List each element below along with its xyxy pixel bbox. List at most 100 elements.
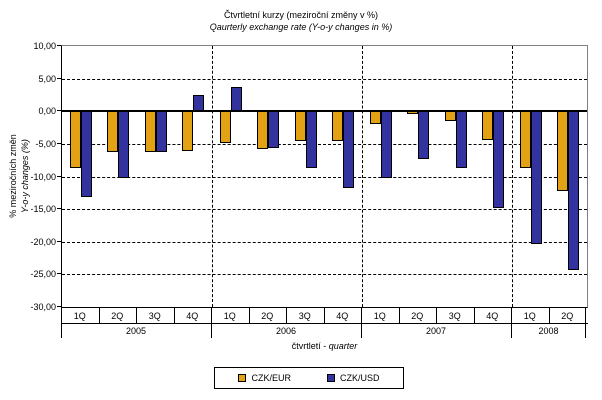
bar-czk-eur-3q-2007	[444, 111, 456, 122]
legend-label-czk-usd: CZK/USD	[340, 373, 380, 383]
legend-swatch-czk-usd	[327, 374, 335, 382]
quarter-tick	[173, 308, 175, 323]
x-label-1q-2006: 1Q	[223, 311, 236, 321]
y-tick-mark	[57, 142, 61, 144]
x-label-year-2007: 2007	[425, 326, 447, 336]
quarter-tick	[98, 308, 100, 323]
x-axis-title-cz: čtvrtletí -	[291, 341, 329, 351]
y-tick-mark	[57, 208, 61, 210]
gridline--5	[62, 143, 587, 145]
quarter-tick	[473, 308, 475, 323]
bar-czk-usd-1q-2005	[80, 111, 92, 197]
quarter-tick	[248, 308, 250, 323]
plot-area	[61, 45, 588, 308]
x-label-4q-2006: 4Q	[336, 311, 349, 321]
quarter-tick	[548, 308, 550, 323]
y-tick-mark	[57, 77, 61, 79]
y-tick-label--30: -30,00	[30, 302, 56, 312]
gridline--10	[62, 176, 587, 178]
legend-swatch-czk-eur	[238, 374, 247, 382]
gridline--20	[62, 241, 587, 243]
bar-czk-eur-3q-2006	[294, 111, 306, 142]
bar-czk-usd-3q-2005	[155, 111, 167, 152]
bar-czk-eur-2q-2008	[557, 111, 569, 191]
x-label-4q-2005: 4Q	[186, 311, 199, 321]
bar-czk-usd-4q-2005	[193, 94, 205, 112]
y-tick-mark	[57, 273, 61, 275]
bar-czk-usd-1q-2006	[230, 87, 242, 112]
bar-czk-usd-2q-2005	[118, 111, 130, 178]
y-tick-label--15: -15,00	[30, 204, 56, 215]
bar-czk-usd-2q-2007	[418, 111, 430, 159]
chart-title-line1: Čtvrtletní kurzy (meziroční změny v %)	[223, 10, 379, 20]
x-label-1q-2005: 1Q	[73, 311, 86, 321]
bar-czk-eur-1q-2007	[369, 111, 381, 125]
y-tick-label-0: 0,00	[38, 106, 56, 117]
year-tick	[361, 308, 362, 338]
bar-czk-eur-1q-2005	[69, 111, 81, 169]
year-tick	[61, 308, 62, 338]
y-tick-label--25: -25,00	[30, 269, 56, 280]
y-tick-label-5: 5,00	[38, 73, 56, 84]
bar-czk-eur-2q-2005	[107, 111, 119, 152]
x-axis-title: čtvrtletí - quarter	[61, 341, 588, 351]
gridline--15	[62, 209, 587, 211]
quarter-tick	[136, 308, 137, 323]
y-tick-label--10: -10,00	[30, 171, 56, 182]
x-label-3q-2006: 3Q	[298, 311, 311, 321]
x-label-year-2008: 2008	[538, 326, 559, 336]
legend-entry-czk-usd: CZK/USD	[327, 373, 380, 383]
legend-entry-czk-eur: CZK/EUR	[238, 373, 291, 383]
x-axis: 1Q 2Q 3Q 4Q 2005 1Q 2Q 3Q 4Q 2006 1Q 2Q 3Q 4Q 2007 1Q 2Q…	[61, 308, 588, 338]
legend: CZK/EUR CZK/USD	[214, 367, 404, 389]
gridline-5	[62, 78, 587, 80]
x-label-2q-2007: 2Q	[411, 311, 424, 321]
x-label-3q-2005: 3Q	[148, 311, 161, 321]
year-tick	[511, 308, 512, 338]
y-tick-mark	[57, 306, 61, 307]
bar-czk-usd-1q-2008	[530, 111, 542, 245]
y-tick-mark	[57, 45, 61, 46]
year-tick	[585, 308, 586, 338]
x-label-3q-2007: 3Q	[448, 311, 461, 321]
x-label-4q-2007: 4Q	[486, 311, 499, 321]
y-tick-mark	[57, 240, 61, 242]
bar-czk-usd-2q-2008	[568, 111, 580, 270]
x-axis-title-en: quarter	[328, 341, 358, 351]
y-tick-mark	[57, 175, 61, 177]
year-tick	[211, 308, 212, 338]
quarter-tick	[398, 308, 400, 323]
chart-title: Čtvrtletní kurzy (meziroční změny v %) Q…	[0, 9, 602, 33]
bar-czk-usd-3q-2007	[455, 111, 467, 169]
y-tick-label--5: -5,00	[35, 138, 56, 149]
bar-czk-eur-3q-2005	[144, 111, 156, 153]
x-axis-divider-line	[61, 323, 588, 324]
x-label-2q-2006: 2Q	[261, 311, 274, 321]
x-label-1q-2008: 1Q	[523, 311, 536, 321]
legend-label-czk-eur: CZK/EUR	[251, 373, 291, 383]
bar-czk-eur-4q-2006	[332, 111, 344, 141]
year-separator	[212, 46, 213, 307]
bar-czk-eur-1q-2006	[219, 111, 231, 144]
x-label-2q-2008: 2Q	[561, 311, 574, 321]
y-tick-mark	[57, 110, 61, 112]
zero-line	[62, 110, 587, 113]
gridline--25	[62, 274, 587, 276]
bar-czk-usd-4q-2007	[493, 111, 505, 208]
bar-czk-usd-3q-2006	[305, 111, 317, 169]
bar-czk-usd-4q-2006	[343, 111, 355, 188]
y-tick-label--20: -20,00	[30, 236, 56, 247]
x-label-year-2006: 2006	[275, 326, 297, 336]
y-tick-label-10: 10,00	[33, 41, 56, 51]
year-separator	[512, 46, 513, 307]
bar-czk-eur-2q-2006	[257, 111, 269, 150]
bar-czk-eur-1q-2008	[519, 111, 531, 169]
x-label-year-2005: 2005	[125, 326, 147, 336]
bar-czk-usd-2q-2006	[268, 111, 280, 149]
x-label-1q-2007: 1Q	[373, 311, 386, 321]
quarter-tick	[323, 308, 325, 323]
year-separator	[362, 46, 363, 307]
bar-czk-eur-4q-2005	[182, 111, 194, 152]
bar-czk-eur-4q-2007	[482, 111, 494, 140]
